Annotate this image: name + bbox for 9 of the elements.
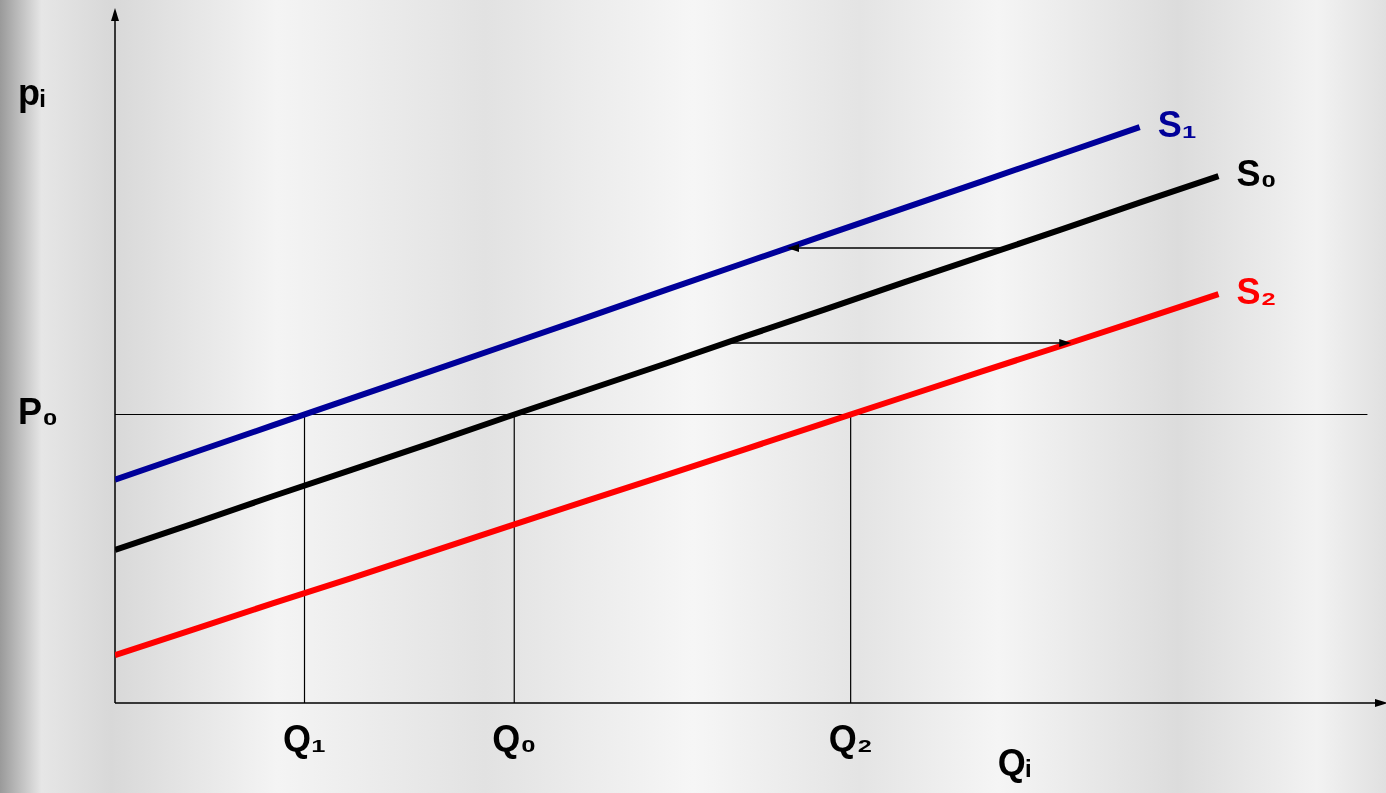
series-label: S₁ (1157, 104, 1197, 146)
ref-line-label: P₀ (18, 391, 59, 433)
series-label: S₀ (1236, 153, 1277, 195)
x-axis-title: Qᵢ (997, 741, 1031, 783)
series-label: S₂ (1236, 271, 1277, 313)
text: Q₀ (492, 717, 537, 759)
y-axis-title: pᵢ (18, 71, 46, 113)
text: Q₂ (828, 717, 873, 759)
text: Q₁ (283, 717, 326, 759)
